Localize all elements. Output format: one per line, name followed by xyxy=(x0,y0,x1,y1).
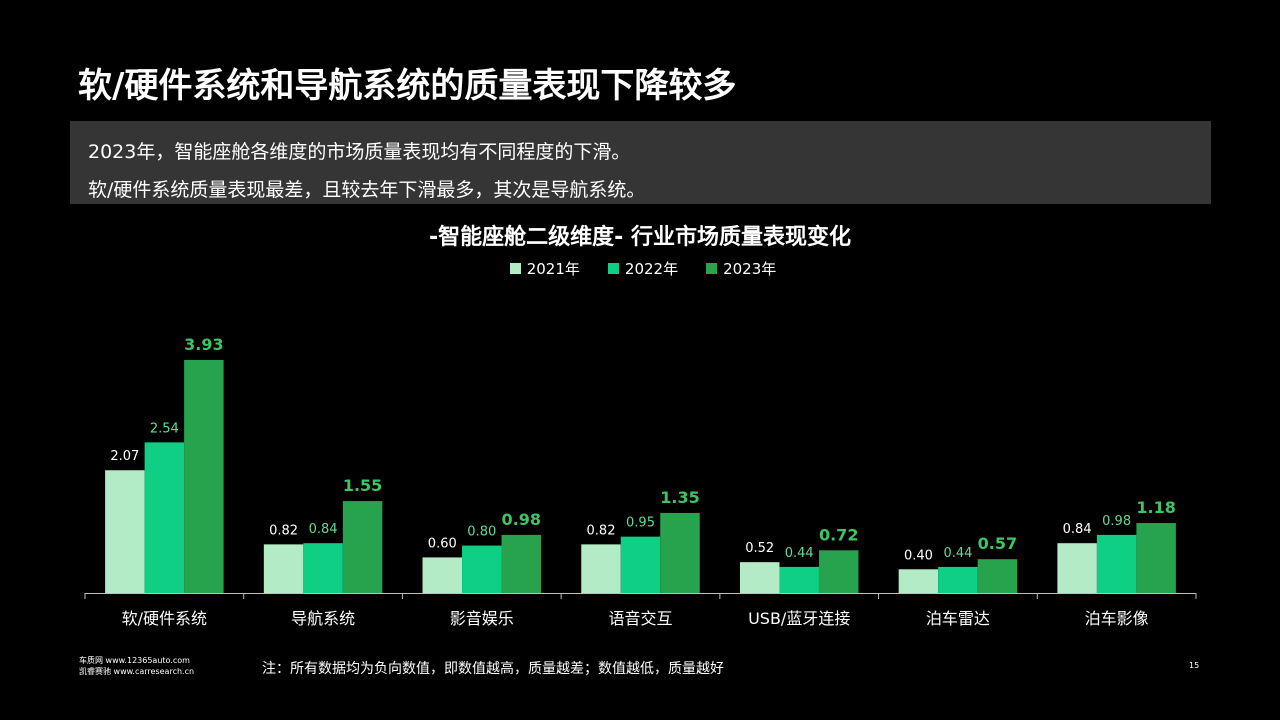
bar-2023年-6 xyxy=(1136,523,1176,593)
category-label: 泊车雷达 xyxy=(926,609,990,628)
data-label: 0.57 xyxy=(978,534,1017,553)
data-label: 2.07 xyxy=(110,449,139,464)
bar-2022年-0 xyxy=(144,442,185,593)
data-label: 1.18 xyxy=(1136,498,1175,517)
source-line-2: 凯睿赛驰 www.carresearch.cn xyxy=(79,667,195,676)
legend-label-2022: 2022年 xyxy=(624,260,679,278)
data-label: 0.84 xyxy=(309,522,338,537)
data-label: 0.60 xyxy=(428,536,457,551)
data-label: 0.82 xyxy=(587,523,616,538)
category-label: 影音娱乐 xyxy=(450,609,514,628)
data-label: 0.80 xyxy=(467,525,496,540)
legend-swatch-2022 xyxy=(607,263,619,274)
bar-2022年-3 xyxy=(620,536,661,593)
bar-2021年-4 xyxy=(739,562,780,593)
page-title: 软/硬件系统和导航系统的质量表现下降较多 xyxy=(78,66,737,106)
data-label: 3.93 xyxy=(184,335,223,354)
category-label: 泊车影像 xyxy=(1085,609,1149,628)
data-label: 0.72 xyxy=(819,525,858,544)
category-label: 语音交互 xyxy=(608,609,672,628)
legend-label-2021: 2021年 xyxy=(526,260,580,278)
legend-item-2021: 2021年 xyxy=(509,258,580,279)
data-label: 0.98 xyxy=(502,510,541,529)
bar-2023年-1 xyxy=(342,501,383,593)
bar-2021年-0 xyxy=(105,470,145,593)
bar-2023年-2 xyxy=(501,534,542,593)
data-label: 0.44 xyxy=(943,546,972,561)
bar-2022年-6 xyxy=(1096,534,1137,593)
data-label: 0.40 xyxy=(904,548,933,563)
data-label: 0.84 xyxy=(1063,522,1092,537)
data-label: 2.54 xyxy=(150,421,179,436)
data-label: 1.55 xyxy=(343,476,382,495)
category-label: 导航系统 xyxy=(291,609,355,628)
bar-2022年-5 xyxy=(938,566,978,593)
bar-2021年-1 xyxy=(263,544,304,593)
data-label: 0.52 xyxy=(745,541,774,556)
chart-legend: 2021年 2022年 2023年 xyxy=(0,258,1280,279)
category-label: 软/硬件系统 xyxy=(122,609,207,628)
legend-label-2023: 2023年 xyxy=(723,260,777,278)
data-label: 0.44 xyxy=(785,546,814,561)
bar-2021年-3 xyxy=(581,544,621,593)
source-line-1: 车质网 www.12365auto.com xyxy=(79,656,190,665)
source-credits: 车质网 www.12365auto.com 凯睿赛驰 www.carresear… xyxy=(79,655,194,677)
legend-item-2022: 2022年 xyxy=(607,258,679,279)
data-label: 1.35 xyxy=(660,488,699,507)
bar-2023年-3 xyxy=(660,512,700,593)
summary-line-1: 2023年，智能座舱各维度的市场质量表现均有不同程度的下滑。 xyxy=(88,141,631,163)
page-number: 15 xyxy=(1189,661,1200,670)
bar-2023年-4 xyxy=(818,550,859,593)
data-label: 0.95 xyxy=(626,516,655,531)
legend-swatch-2023 xyxy=(706,263,718,274)
bar-2022年-2 xyxy=(462,545,502,593)
summary-line-2: 软/硬件系统质量表现最差，且较去年下滑最多，其次是导航系统。 xyxy=(88,179,646,201)
legend-swatch-2021 xyxy=(509,263,521,274)
bar-2021年-2 xyxy=(422,557,463,593)
chart-title: -智能座舱二级维度- 行业市场质量表现变化 xyxy=(429,225,851,250)
bar-2021年-6 xyxy=(1057,543,1097,593)
footnote: 注：所有数据均为负向数值，即数值越高，质量越差；数值越低，质量越好 xyxy=(262,661,724,677)
bar-2022年-4 xyxy=(779,566,819,593)
category-label: USB/蓝牙连接 xyxy=(748,609,850,628)
data-label: 0.82 xyxy=(269,523,298,538)
bar-2022年-1 xyxy=(303,543,343,593)
bar-2021年-5 xyxy=(898,569,939,593)
data-label: 0.98 xyxy=(1102,514,1131,529)
bar-2023年-0 xyxy=(184,359,224,593)
summary-box: 2023年，智能座舱各维度的市场质量表现均有不同程度的下滑。 软/硬件系统质量表… xyxy=(70,121,1211,204)
legend-item-2023: 2023年 xyxy=(706,258,776,279)
bar-2023年-5 xyxy=(977,559,1018,593)
